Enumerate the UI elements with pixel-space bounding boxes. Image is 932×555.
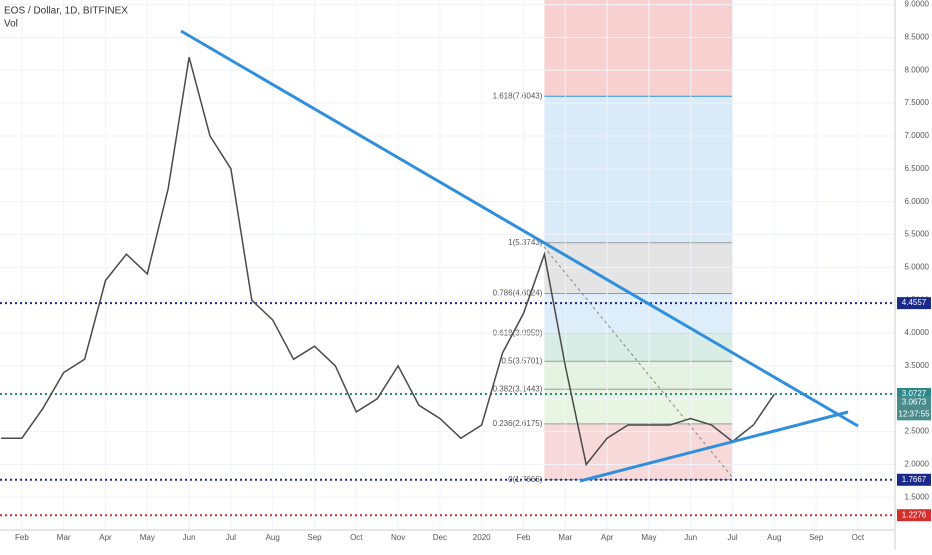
price-line [1,57,775,467]
fib-zone [544,242,733,294]
fib-label: 0.382(3.1443) [493,384,543,393]
x-tick-label: Aug [767,533,781,542]
y-tick-label: 8.0000 [905,65,930,74]
level-label: 1.7667 [902,475,927,484]
level-box [897,509,931,522]
fib-zone [544,423,733,480]
chart-title: EOS / Dollar, 1D, BITFINEX [4,6,128,17]
x-tick-label: Feb [517,533,531,542]
y-tick-label: 5.5000 [905,230,930,239]
y-tick-label: 2.5000 [905,427,930,436]
level-label: 3.0727 [902,389,927,398]
y-tick-label: 3.5000 [905,361,930,370]
x-tick-label: Mar [57,533,71,542]
y-tick-label: 7.0000 [905,131,930,140]
price-label: 3.0673 [902,397,927,406]
price-box [897,396,931,421]
axis-labels: 1.50002.00002.50003.00003.50004.00004.50… [15,0,931,542]
x-tick-label: Apr [99,533,112,542]
x-tick-label: Jul [727,533,737,542]
level-box [897,473,931,486]
x-tick-label: Jun [684,533,697,542]
x-tick-label: Dec [433,533,447,542]
x-tick-label: Apr [601,533,614,542]
x-tick-label: Sep [307,533,322,542]
x-tick-label: Feb [15,533,29,542]
x-tick-label: May [140,533,155,542]
fib-diagonal [539,241,734,479]
x-tick-label: Mar [558,533,572,542]
y-axis [895,0,932,550]
x-tick-label: 2020 [473,533,491,542]
x-tick-label: Sep [809,533,824,542]
fib-label: 0.786(4.6024) [493,289,543,298]
y-tick-label: 9.0000 [905,0,930,9]
x-tick-label: May [641,533,656,542]
y-tick-label: 1.5000 [905,492,930,501]
fib-zone [544,333,733,362]
x-tick-label: Aug [266,533,280,542]
marks [0,57,895,517]
fib-zone [544,96,733,243]
y-tick-label: 6.0000 [905,197,930,206]
y-tick-label: 4.0000 [905,328,930,337]
x-tick-label: Jun [183,533,196,542]
fib-label: 0.5(3.5701) [501,356,542,365]
y-tick-label: 6.5000 [905,164,930,173]
trendline [180,29,859,428]
level-label: 1.2276 [902,510,927,519]
countdown: 12:37:55 [898,409,930,418]
fib-zone [544,0,733,97]
fib-label: 1.618(7.6043) [493,91,543,100]
y-tick-label: 2.0000 [905,460,930,469]
y-tick-label: 8.5000 [905,33,930,42]
fib-zones: 1.618(7.6043)1(5.3743)0.786(4.6024)0.618… [493,0,733,484]
level-box [897,297,931,310]
x-tick-label: Jul [226,533,236,542]
x-tick-label: Oct [852,533,865,542]
x-tick-label: Oct [350,533,363,542]
grid [0,0,895,530]
fib-label: 1(5.3743) [508,238,543,247]
x-tick-label: Nov [391,533,405,542]
trendline [579,410,849,483]
fib-zone [544,389,733,424]
y-tick-label: 5.0000 [905,262,930,271]
subtitle: Vol [4,19,18,30]
level-label: 4.4557 [902,298,927,307]
fib-label: 0.236(2.6175) [493,419,543,428]
y-tick-label: 7.5000 [905,98,930,107]
